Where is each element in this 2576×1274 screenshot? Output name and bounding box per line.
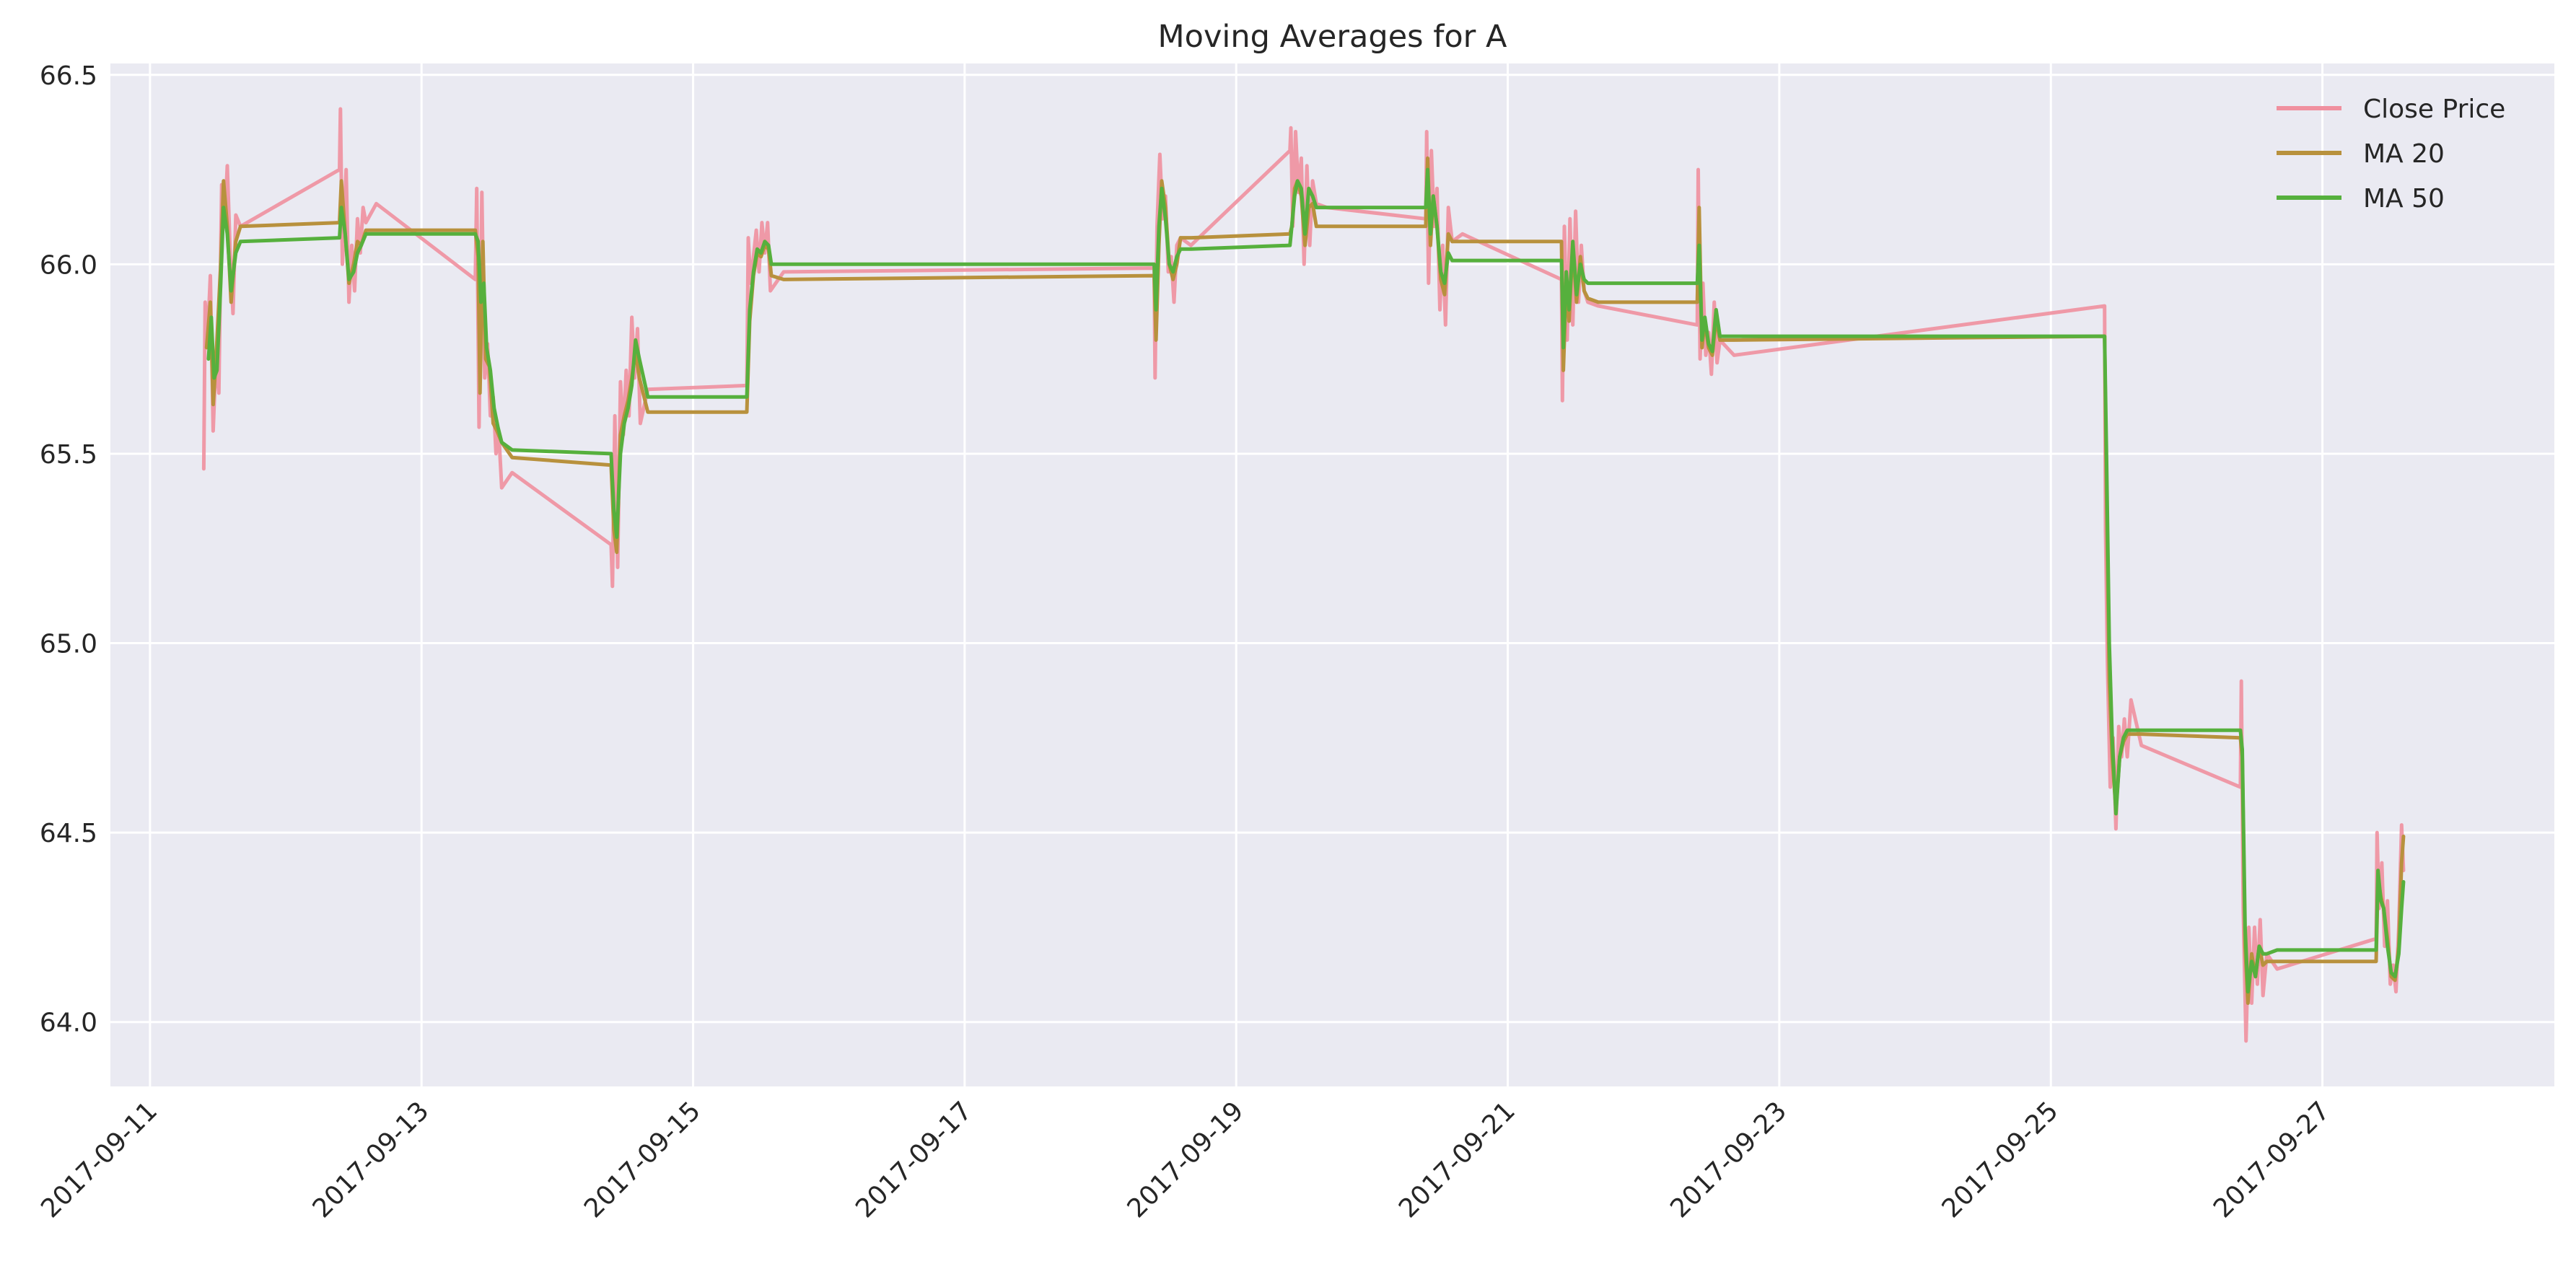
legend-label: MA 50 (2363, 184, 2445, 214)
series-layer (201, 107, 2406, 1043)
y-tick-label: 64.0 (40, 1009, 97, 1038)
series-line-close-price (201, 107, 2406, 1043)
grid-lines (110, 63, 2554, 1086)
y-tick-label: 65.0 (40, 630, 97, 659)
y-tick-label: 65.5 (40, 440, 97, 470)
y-tick-label: 66.5 (40, 61, 97, 91)
series-line-ma-20 (204, 156, 2406, 1005)
chart-title: Moving Averages for A (1158, 19, 1507, 55)
series-line-ma-50 (206, 167, 2406, 994)
legend-label: Close Price (2363, 95, 2505, 124)
y-tick-labels: 64.0 64.5 65.0 65.5 66.0 66.5 (40, 61, 97, 1038)
y-tick-label: 64.5 (40, 819, 97, 848)
plot-area (110, 63, 2554, 1086)
legend: Close Price MA 20 MA 50 (2277, 95, 2505, 214)
legend-label: MA 20 (2363, 139, 2445, 169)
y-tick-label: 66.0 (40, 250, 97, 280)
